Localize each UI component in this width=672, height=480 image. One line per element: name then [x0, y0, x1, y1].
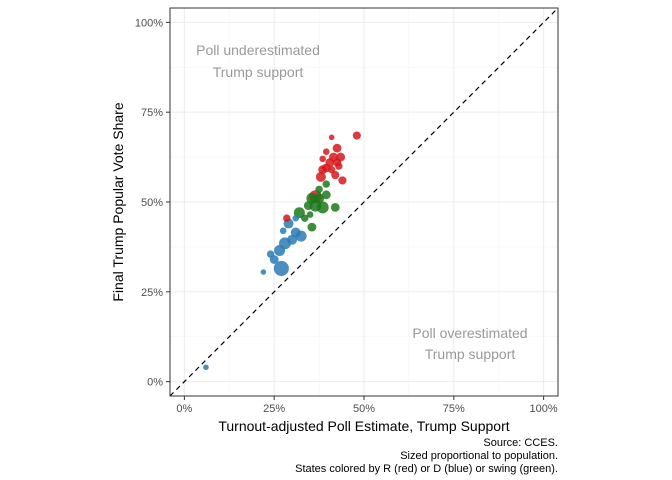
data-point-r	[319, 156, 326, 163]
data-point-d	[267, 250, 274, 257]
x-tick-label: 75%	[443, 403, 465, 415]
y-axis-ticks: 0% 25% 50% 75% 100%	[135, 17, 170, 388]
y-tick-label: 0%	[147, 377, 163, 389]
y-tick-label: 50%	[141, 197, 163, 209]
data-point-swing	[307, 223, 316, 232]
y-tick-label: 75%	[141, 107, 163, 119]
data-point-r	[353, 131, 361, 139]
caption-line-3: States colored by R (red) or D (blue) or…	[295, 463, 558, 475]
data-point-swing	[315, 186, 322, 193]
data-point-swing	[304, 201, 313, 210]
data-point-r	[333, 144, 342, 153]
annotation-overestimated-line-1: Poll overestimated	[412, 325, 527, 341]
data-point-swing	[331, 203, 340, 212]
data-point-d	[261, 269, 267, 275]
data-point-r	[328, 166, 335, 173]
data-point-d	[203, 364, 209, 370]
data-point-d	[291, 228, 301, 238]
data-point-r	[323, 148, 330, 155]
data-point-d	[292, 215, 299, 222]
data-point-swing	[322, 190, 331, 199]
caption-line-1: Source: CCES.	[483, 437, 558, 449]
data-point-r	[329, 135, 335, 141]
caption-line-2: Sized proportional to population.	[400, 450, 558, 462]
y-axis-title: Final Trump Popular Vote Share	[110, 102, 126, 301]
annotation-overestimated-line-2: Trump support	[425, 346, 516, 362]
x-tick-label: 100%	[530, 403, 558, 415]
data-point-d	[274, 245, 285, 256]
x-tick-label: 25%	[263, 403, 285, 415]
data-point-d	[280, 227, 287, 234]
data-point-r	[338, 176, 346, 184]
y-tick-label: 25%	[141, 287, 163, 299]
data-point-swing	[323, 180, 330, 187]
annotation-underestimated-line-2: Trump support	[213, 64, 304, 80]
x-tick-label: 50%	[353, 403, 375, 415]
x-axis-title: Turnout-adjusted Poll Estimate, Trump Su…	[218, 418, 509, 434]
data-point-swing	[307, 211, 314, 218]
annotation-underestimated-line-1: Poll underestimated	[196, 42, 320, 58]
y-tick-label: 100%	[135, 17, 163, 29]
x-axis-ticks: 0% 25% 50% 75% 100%	[176, 396, 557, 415]
data-point-r	[283, 214, 290, 221]
x-tick-label: 0%	[176, 403, 192, 415]
data-point-r	[335, 162, 342, 169]
